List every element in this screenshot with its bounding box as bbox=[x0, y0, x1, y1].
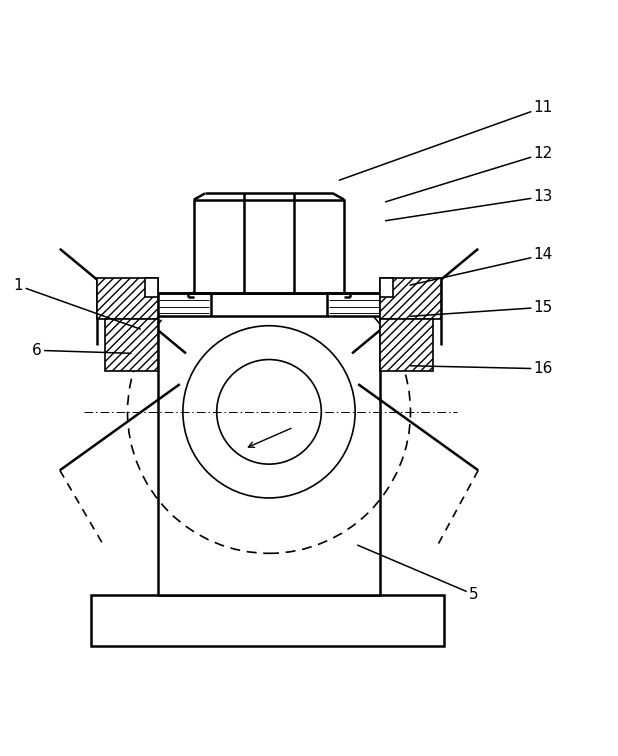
Text: 12: 12 bbox=[386, 146, 553, 202]
Bar bbox=[145, 278, 158, 297]
Bar bbox=[194, 200, 344, 293]
Bar bbox=[104, 319, 158, 370]
Bar bbox=[158, 315, 379, 595]
Text: 5: 5 bbox=[358, 545, 478, 602]
Text: 11: 11 bbox=[339, 100, 553, 180]
Text: 15: 15 bbox=[410, 299, 553, 316]
Text: 16: 16 bbox=[410, 361, 553, 376]
Bar bbox=[379, 319, 433, 370]
Text: 1: 1 bbox=[14, 278, 140, 329]
Bar bbox=[379, 278, 441, 319]
Text: 13: 13 bbox=[386, 189, 553, 221]
Text: 6: 6 bbox=[32, 342, 131, 358]
Bar bbox=[379, 278, 393, 297]
Text: 14: 14 bbox=[410, 247, 553, 285]
Bar bbox=[97, 278, 158, 319]
Bar bbox=[91, 595, 444, 646]
Bar bbox=[158, 293, 379, 317]
